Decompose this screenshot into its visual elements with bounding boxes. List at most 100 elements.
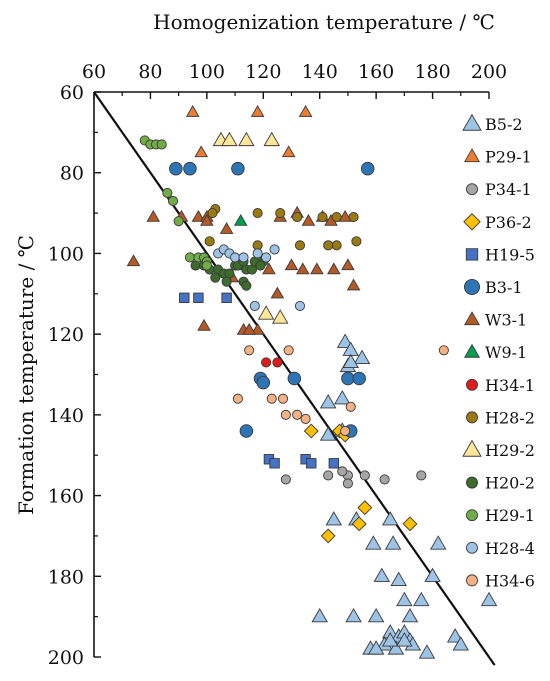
x-axis-title: Homogenization temperature / ℃: [153, 10, 495, 34]
data-point: [359, 470, 370, 481]
data-point: [294, 240, 306, 251]
x-tick-label: 200: [471, 61, 507, 83]
series-h19-5: [179, 292, 340, 469]
data-point: [438, 345, 449, 356]
data-point: [185, 104, 200, 117]
data-point: [342, 478, 353, 489]
data-point: [283, 345, 294, 356]
data-point: [156, 139, 167, 150]
legend-item-h20-2: H20-2: [466, 474, 535, 493]
data-point: [317, 212, 328, 223]
data-point: [381, 511, 399, 526]
data-point: [396, 632, 413, 647]
data-point: [337, 466, 348, 477]
data-point: [200, 213, 214, 226]
legend-label: B3-1: [485, 278, 523, 297]
data-point: [480, 591, 498, 607]
series-p34-1: [280, 466, 427, 489]
data-point: [384, 535, 402, 550]
data-point: [345, 401, 356, 412]
data-point: [231, 161, 245, 176]
data-point: [381, 632, 399, 647]
data-point: [232, 393, 243, 404]
data-point: [367, 607, 385, 623]
data-point: [373, 567, 391, 582]
data-point: [221, 292, 232, 304]
data-point: [126, 254, 141, 267]
data-point: [323, 470, 334, 481]
data-point: [338, 209, 352, 222]
legend-label: W3-1: [485, 311, 527, 330]
legend-marker: [463, 213, 481, 231]
data-point: [331, 212, 342, 223]
legend-label: H29-1: [485, 506, 535, 525]
x-tick-label: 120: [245, 61, 281, 83]
data-point: [306, 458, 317, 469]
y-axis-title: Formation temperature / ℃: [14, 235, 38, 515]
data-point: [348, 212, 359, 223]
data-point: [340, 425, 351, 437]
data-point: [360, 161, 375, 176]
data-point: [169, 161, 183, 176]
data-point: [173, 216, 184, 227]
data-point: [244, 345, 255, 356]
data-point: [328, 458, 340, 469]
data-point: [270, 286, 285, 299]
data-point: [327, 262, 341, 275]
y-tick-label: 160: [48, 486, 84, 508]
series-h34-1: [261, 357, 283, 368]
legend-label: H34-1: [485, 376, 535, 395]
legend-item-b3-1: B3-1: [463, 278, 523, 297]
data-point: [303, 423, 319, 439]
data-point: [263, 131, 281, 147]
data-point: [300, 413, 311, 424]
data-point: [146, 209, 161, 222]
data-point: [201, 260, 212, 271]
x-tick-label: 160: [358, 61, 394, 83]
series-h34-6: [232, 345, 449, 437]
y-tick-label: 140: [48, 405, 84, 427]
data-point: [311, 607, 328, 623]
data-point: [184, 252, 195, 263]
data-point: [351, 516, 367, 532]
x-tick-label: 60: [82, 61, 106, 83]
series-h28-2: [204, 203, 362, 251]
data-point: [292, 212, 303, 223]
legend-marker: [463, 278, 481, 296]
legend-item-h19-5: H19-5: [465, 245, 535, 264]
data-point: [250, 104, 265, 117]
data-point: [446, 628, 464, 643]
data-point: [179, 292, 190, 304]
legend: B5-2 P29-1 P34-1 P36-2 H19-5 B3-1 W3-1 W9-1 H34-…: [462, 113, 535, 590]
data-point: [336, 333, 354, 348]
data-point: [390, 571, 407, 586]
y-tick-label: 120: [48, 324, 84, 346]
series-h28-4: [213, 244, 306, 311]
data-point: [325, 511, 343, 526]
legend-label: H28-4: [485, 539, 535, 558]
data-point: [280, 474, 291, 485]
data-point: [197, 318, 211, 331]
data-point: [183, 161, 197, 176]
data-point: [341, 258, 355, 271]
data-point: [413, 591, 430, 607]
data-point: [221, 276, 232, 287]
data-point: [379, 474, 390, 485]
data-point: [266, 393, 277, 404]
legend-item-h34-6: H34-6: [466, 571, 535, 590]
data-point: [295, 262, 310, 275]
legend-marker: [463, 148, 481, 163]
data-point: [238, 252, 249, 263]
legend-marker: [462, 439, 482, 457]
legend-label: H34-6: [485, 571, 535, 590]
data-point: [323, 240, 334, 251]
series-p36-2: [303, 423, 418, 544]
data-point: [167, 195, 179, 207]
data-point: [239, 424, 254, 438]
data-point: [193, 292, 204, 304]
x-tick-label: 140: [302, 61, 338, 83]
data-point: [452, 636, 470, 651]
data-point: [272, 357, 283, 368]
legend-item-h34-1: H34-1: [466, 376, 535, 395]
